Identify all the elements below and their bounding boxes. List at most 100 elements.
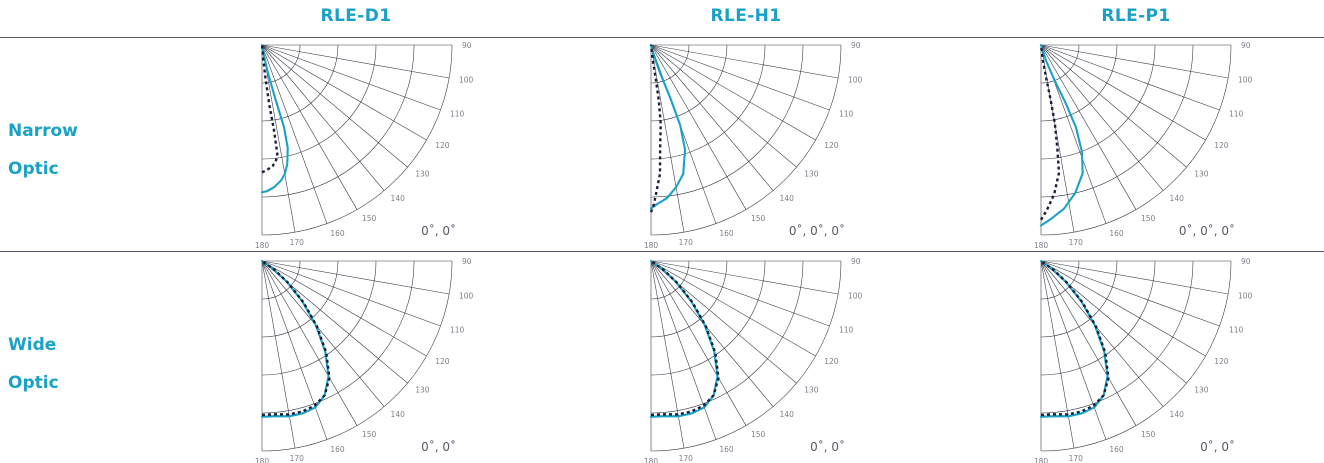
angle-label-100: 100 [848,292,863,301]
grid-radial-140 [650,260,774,407]
angle-label-100: 100 [848,76,863,85]
angle-label-130: 130 [415,386,430,395]
series-curve-dashed [1039,44,1061,221]
series-curve-solid [649,259,719,418]
angle-label-120: 120 [435,357,450,366]
angle-label-160: 160 [1109,229,1124,238]
polar-chart-wide-rle-h1: 90 100 110 120 130 140 150 160 170 180 0˚, 0˚ [644,257,863,463]
angle-label-160: 160 [330,445,345,454]
grid-radial-150 [261,44,358,210]
grid-radial-100 [1040,260,1229,295]
series-curve-solid [649,43,687,210]
angle-label-130: 130 [1194,386,1209,395]
grid-radial-120 [1040,260,1206,357]
grid-radial-160 [650,260,717,440]
series-curve-solid [260,259,330,418]
series-curve-dashed [261,260,331,417]
grid-ring-3 [261,260,377,376]
grid-ring-5 [650,44,842,236]
angle-label-140: 140 [1170,410,1185,419]
grid-radial-100 [650,260,839,295]
grid-radial-170 [261,44,296,233]
grid-radial-150 [650,260,747,426]
series-curve-dashed [650,260,720,417]
angle-label-150: 150 [362,430,377,439]
grid-radial-160 [261,260,328,440]
header-divider [0,37,1324,38]
grid-radial-120 [650,44,816,141]
view-angle-label: 0˚, 0˚ [1200,439,1235,454]
angle-label-110: 110 [450,325,465,334]
grid-radial-130 [650,44,797,168]
series-curve-dashed [260,44,279,174]
grid-radial-110 [650,260,830,327]
angle-label-110: 110 [839,109,854,118]
angle-label-110: 110 [1229,109,1244,118]
grid-ring-4 [650,44,804,198]
grid-ring-5 [1040,260,1232,452]
angle-label-180: 180 [1034,241,1049,250]
view-angle-label: 0˚, 0˚ [810,439,845,454]
grid-radial-100 [1040,44,1229,79]
grid-ring-2 [650,260,728,338]
polar-chart-narrow-rle-h1: 90 100 110 120 130 140 150 160 170 180 0˚, 0˚, 0˚ [644,41,863,250]
angle-label-120: 120 [824,141,839,150]
angle-label-140: 140 [391,410,406,419]
polar-chart-wide-rle-d1: 90 100 110 120 130 140 150 160 170 180 0˚, 0˚ [255,257,474,463]
angle-label-90: 90 [462,257,472,266]
view-angle-label: 0˚, 0˚ [421,439,456,454]
angle-label-170: 170 [679,238,694,247]
angle-label-150: 150 [362,214,377,223]
angle-label-90: 90 [851,41,861,50]
polar-chart-wide-rle-p1: 90 100 110 120 130 140 150 160 170 180 0˚, 0˚ [1034,257,1253,463]
angle-label-130: 130 [804,170,819,179]
grid-radial-100 [650,44,839,79]
grid-ring-2 [261,44,339,122]
grid-ring-3 [261,44,377,160]
series-curve-solid [260,43,289,194]
row-label-wide-optic: Wide Optic [8,326,59,402]
angle-label-180: 180 [1034,457,1049,463]
angle-label-110: 110 [450,109,465,118]
angle-label-160: 160 [719,445,734,454]
grid-ring-3 [650,44,766,160]
row-label-wide-line1: Wide [8,335,57,355]
grid-ring-4 [261,260,415,414]
angle-label-120: 120 [435,141,450,150]
grid-ring-2 [1040,260,1118,338]
angle-label-170: 170 [1069,454,1084,463]
grid-radial-140 [261,44,385,191]
view-angle-label: 0˚, 0˚ [421,223,456,238]
angle-label-110: 110 [839,325,854,334]
angle-label-130: 130 [804,386,819,395]
row-label-narrow-optic: Narrow Optic [8,112,78,188]
grid-ring-5 [261,260,453,452]
grid-radial-150 [261,260,358,426]
grid-radial-120 [650,260,816,357]
grid-radial-110 [650,44,830,111]
angle-label-90: 90 [851,257,861,266]
grid-radial-110 [1040,44,1220,111]
series-curve-solid [1039,43,1084,227]
grid-ring-4 [1040,260,1194,414]
grid-radial-100 [261,44,450,79]
angle-label-150: 150 [1141,214,1156,223]
grid-radial-140 [261,260,385,407]
angle-label-140: 140 [780,194,795,203]
grid-radial-140 [650,44,774,191]
grid-ring-5 [1040,44,1232,236]
angle-label-160: 160 [330,229,345,238]
angle-label-150: 150 [751,214,766,223]
grid-ring-3 [650,260,766,376]
grid-radial-150 [1040,260,1137,426]
angle-label-90: 90 [1241,41,1251,50]
angle-label-90: 90 [462,41,472,50]
series-curve-dashed [1040,260,1110,417]
angle-label-120: 120 [1214,141,1229,150]
grid-ring-4 [650,260,804,414]
series-curve-dashed [649,44,662,213]
view-angle-label: 0˚, 0˚, 0˚ [1179,223,1235,238]
angle-label-160: 160 [719,229,734,238]
grid-radial-160 [1040,260,1107,440]
grid-radial-160 [261,44,328,224]
